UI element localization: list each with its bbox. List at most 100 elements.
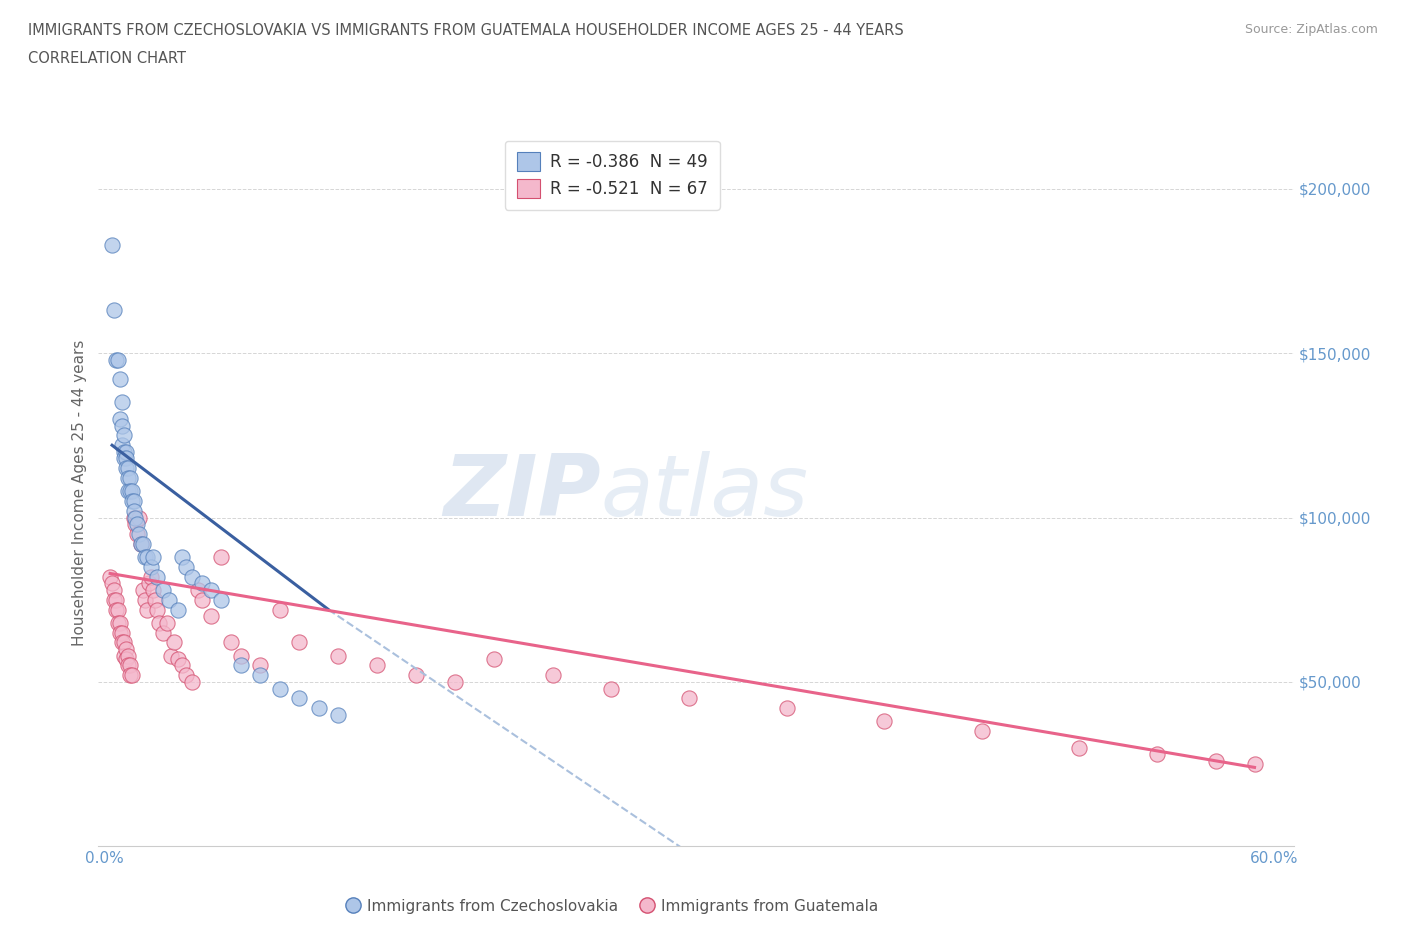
Point <box>108 411 131 426</box>
Point <box>181 569 204 584</box>
Point <box>190 576 212 591</box>
Point <box>190 592 212 607</box>
Point <box>1243 757 1265 772</box>
Point <box>1146 747 1168 762</box>
Point <box>111 625 134 640</box>
Point <box>122 503 145 518</box>
Point <box>118 484 141 498</box>
Point <box>103 303 125 318</box>
Point <box>288 691 311 706</box>
Point <box>1205 753 1227 768</box>
Point <box>157 592 180 607</box>
Point <box>118 668 141 683</box>
Point <box>131 537 153 551</box>
Point <box>112 648 135 663</box>
Point <box>142 550 165 565</box>
Point <box>117 471 139 485</box>
Point <box>122 494 145 509</box>
Point <box>111 418 134 433</box>
Point <box>600 681 623 696</box>
Point <box>128 511 150 525</box>
Text: CORRELATION CHART: CORRELATION CHART <box>28 51 186 66</box>
Point <box>152 582 174 597</box>
Point <box>114 652 136 667</box>
Point <box>132 582 155 597</box>
Point <box>174 560 197 575</box>
Point <box>111 395 134 410</box>
Point <box>187 582 209 597</box>
Text: Source: ZipAtlas.com: Source: ZipAtlas.com <box>1244 23 1378 36</box>
Point <box>366 658 388 673</box>
Point <box>163 635 186 650</box>
Point <box>134 592 156 607</box>
Point <box>873 714 896 729</box>
Point <box>970 724 993 738</box>
Point <box>124 511 146 525</box>
Point <box>117 658 139 673</box>
Point <box>117 648 139 663</box>
Point <box>174 668 197 683</box>
Point <box>111 438 134 453</box>
Point <box>117 460 139 475</box>
Point <box>107 602 129 617</box>
Point <box>118 658 141 673</box>
Point <box>328 708 350 723</box>
Point <box>103 582 125 597</box>
Point <box>112 451 135 466</box>
Point <box>107 616 129 631</box>
Point <box>146 569 169 584</box>
Point <box>114 460 136 475</box>
Point <box>136 550 159 565</box>
Point <box>229 648 252 663</box>
Point <box>108 616 131 631</box>
Point <box>104 592 127 607</box>
Point <box>229 658 252 673</box>
Point <box>328 648 350 663</box>
Point <box>118 471 141 485</box>
Point <box>209 592 232 607</box>
Point <box>128 526 150 541</box>
Point <box>114 445 136 459</box>
Point <box>104 602 127 617</box>
Point <box>288 635 311 650</box>
Point <box>167 602 190 617</box>
Text: IMMIGRANTS FROM CZECHOSLOVAKIA VS IMMIGRANTS FROM GUATEMALA HOUSEHOLDER INCOME A: IMMIGRANTS FROM CZECHOSLOVAKIA VS IMMIGR… <box>28 23 904 38</box>
Point <box>172 658 194 673</box>
Point <box>104 352 127 367</box>
Point <box>117 484 139 498</box>
Point <box>444 674 467 689</box>
Point <box>181 674 204 689</box>
Point <box>121 494 143 509</box>
Point <box>103 592 125 607</box>
Point <box>107 352 129 367</box>
Point <box>108 372 131 387</box>
Point <box>269 681 291 696</box>
Text: atlas: atlas <box>600 451 808 535</box>
Point <box>1067 740 1090 755</box>
Point <box>121 668 143 683</box>
Legend: Immigrants from Czechoslovakia, Immigrants from Guatemala: Immigrants from Czechoslovakia, Immigran… <box>340 893 884 920</box>
Point <box>219 635 242 650</box>
Point <box>134 550 156 565</box>
Point <box>200 582 222 597</box>
Point <box>159 648 181 663</box>
Point <box>209 550 232 565</box>
Point <box>112 635 135 650</box>
Point <box>269 602 291 617</box>
Point <box>172 550 194 565</box>
Point <box>167 652 190 667</box>
Point <box>121 484 143 498</box>
Point <box>138 576 160 591</box>
Point <box>152 625 174 640</box>
Point <box>127 526 149 541</box>
Point <box>482 652 505 667</box>
Text: ZIP: ZIP <box>443 451 600 535</box>
Point <box>127 517 149 532</box>
Point <box>308 701 330 716</box>
Point <box>131 537 153 551</box>
Point <box>124 517 146 532</box>
Point <box>139 560 162 575</box>
Point <box>132 537 155 551</box>
Point <box>114 642 136 657</box>
Point <box>541 668 564 683</box>
